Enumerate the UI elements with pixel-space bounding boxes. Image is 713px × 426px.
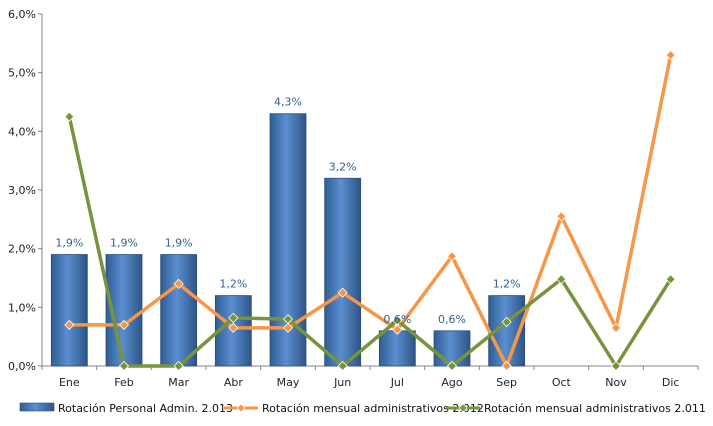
series-marker [610, 322, 622, 333]
legend-label: Rotación mensual administrativos 2.011 [484, 402, 706, 415]
series-marker [610, 360, 622, 372]
y-tick-label: 0,0% [8, 360, 36, 373]
series-marker [556, 274, 567, 285]
data-labels: 1,9% 1,9% 1,9% 1,2% 4,3% 3,2% 0,6% 0,6% 1,2% [55, 96, 520, 326]
series-marker [282, 314, 294, 325]
x-tick-label: Abr [224, 376, 244, 389]
series-marker [118, 360, 130, 372]
x-tick-label: Sep [496, 376, 517, 389]
series-marker [282, 322, 294, 333]
x-tick-label: Ago [441, 376, 463, 389]
x-tick-label: May [277, 376, 300, 389]
bar-data-label: 1,2% [219, 278, 247, 291]
series-marker [64, 319, 75, 330]
bar-data-label: 0,6% [438, 313, 466, 326]
legend-marker [458, 403, 468, 413]
legend-marker [236, 403, 246, 413]
series-marker [337, 287, 348, 298]
series-marker [337, 360, 348, 372]
bar-data-label: 1,9% [165, 237, 193, 250]
bar-data-label: 0,6% [383, 313, 411, 326]
y-tick-label: 4,0% [8, 125, 36, 138]
bar-data-label: 1,9% [110, 237, 138, 250]
series-line [69, 54, 673, 368]
series-marker [173, 360, 184, 372]
y-tick-label: 2,0% [8, 243, 36, 256]
x-tick-label: Oct [552, 376, 572, 389]
series-marker [556, 211, 567, 222]
bar-data-label: 1,9% [55, 237, 83, 250]
bar [378, 330, 416, 367]
legend-swatch [19, 402, 55, 412]
series-marker [665, 274, 676, 285]
y-tick-label: 3,0% [8, 184, 36, 197]
series-marker [392, 315, 403, 326]
bar [324, 177, 362, 367]
series-marker [501, 360, 512, 372]
y-tick-label: 5,0% [8, 67, 36, 80]
bar-data-label: 3,2% [329, 160, 357, 173]
bar-data-label: 1,2% [493, 278, 521, 291]
series-marker [228, 322, 239, 333]
series-line [67, 116, 673, 368]
x-tick-label: Feb [114, 376, 133, 389]
legend: Rotación Personal Admin. 2.013 Rotación m… [19, 402, 706, 415]
series-marker [173, 278, 184, 289]
y-tick-label: 6,0% [8, 8, 36, 21]
x-tick-label: Ene [59, 376, 80, 389]
x-tick-label: Jul [390, 376, 404, 389]
series-marker [64, 111, 75, 122]
series-marker [501, 316, 512, 328]
bar-data-label: 4,3% [274, 96, 302, 109]
bar [160, 254, 198, 367]
line-series [64, 50, 676, 372]
bar [433, 330, 471, 367]
x-tick-label: Nov [605, 376, 627, 389]
series-marker [446, 360, 458, 372]
series-marker [446, 251, 458, 262]
bar [50, 254, 88, 367]
legend-label: Rotación mensual administrativos 2.012 [262, 402, 484, 415]
series-marker [228, 312, 239, 323]
y-tick-label: 1,0% [8, 301, 36, 314]
x-tick-label: Jun [333, 376, 351, 389]
x-tick-label: Dic [662, 376, 680, 389]
x-tick-label: Mar [168, 376, 189, 389]
axes: 0,0% 1,0% 2,0% 3,0% 4,0% 5,0% 6,0% Ene Feb Mar Abr… [8, 8, 699, 389]
legend-label: Rotación Personal Admin. 2.013 [58, 402, 233, 415]
series-marker [118, 319, 130, 330]
series-marker [665, 50, 676, 61]
series-marker [392, 324, 403, 335]
